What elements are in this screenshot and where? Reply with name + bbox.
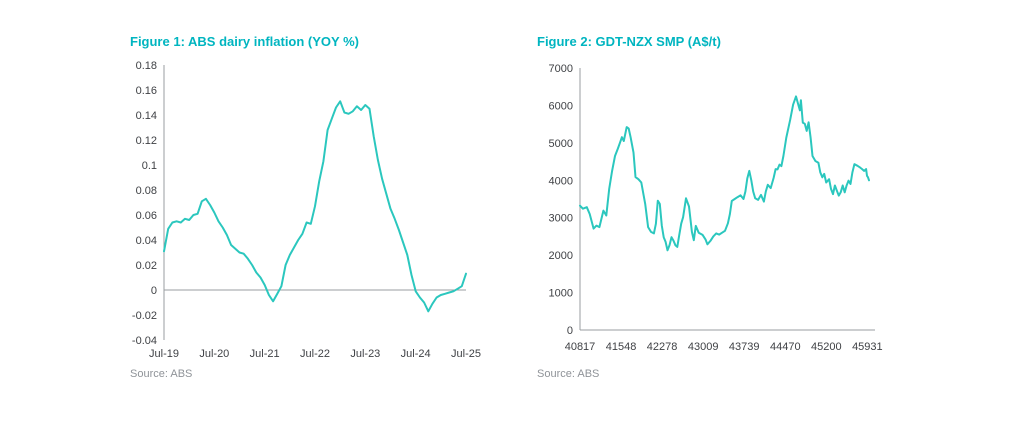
figure1-title: Figure 1: ABS dairy inflation (YOY %) [130, 34, 359, 49]
y-tick-label: 5000 [549, 138, 573, 150]
y-tick-label: 0.14 [136, 110, 157, 122]
y-tick-label: 2000 [549, 250, 573, 262]
y-tick-label: 0.02 [136, 260, 157, 272]
y-tick-label: -0.04 [132, 335, 157, 347]
x-tick-label: Jul-22 [300, 348, 330, 360]
figure2-source: Source: ABS [537, 368, 600, 380]
figure1-source: Source: ABS [130, 368, 193, 380]
y-tick-label: 3000 [549, 213, 573, 225]
y-tick-label: 0.1 [142, 160, 157, 172]
x-tick-label: Jul-25 [451, 348, 481, 360]
x-tick-label: 41548 [606, 341, 637, 353]
x-tick-label: 43009 [688, 341, 719, 353]
y-tick-label: 7000 [549, 63, 573, 75]
figure2-plot: 7000 6000 5000 4000 3000 2000 1000 0 40817 41548 4… [549, 63, 883, 353]
x-tick-label: 44470 [770, 341, 801, 353]
x-tick-label: Jul-24 [401, 348, 431, 360]
figure2-chart: Figure 2: GDT-NZX SMP (A$/t) 7000 6000 500… [537, 34, 939, 380]
x-tick-label: Jul-21 [250, 348, 280, 360]
y-tick-label: 1000 [549, 288, 573, 300]
data-line [579, 95, 870, 252]
y-tick-label: -0.02 [132, 310, 157, 322]
y-tick-label: 0 [151, 285, 157, 297]
figure1-chart: Figure 1: ABS dairy inflation (YOY %) 0.… [130, 34, 522, 380]
x-tick-label: 43739 [729, 341, 760, 353]
y-tick-label: 0.12 [136, 135, 157, 147]
y-tick-label: 0.16 [136, 85, 157, 97]
x-tick-label: 45931 [852, 341, 883, 353]
x-tick-label: Jul-20 [199, 348, 229, 360]
y-tick-label: 0.04 [136, 235, 157, 247]
y-tick-label: 0 [567, 325, 573, 337]
x-tick-label: 40817 [565, 341, 596, 353]
x-tick-label: 45200 [811, 341, 842, 353]
y-tick-label: 0.08 [136, 185, 157, 197]
y-tick-label: 0.06 [136, 210, 157, 222]
x-tick-label: 42278 [647, 341, 678, 353]
figure2-title: Figure 2: GDT-NZX SMP (A$/t) [537, 34, 721, 49]
y-tick-label: 4000 [549, 175, 573, 187]
y-tick-label: 6000 [549, 100, 573, 112]
x-tick-label: Jul-19 [149, 348, 179, 360]
figure1-plot: 0.18 0.16 0.14 0.12 0.1 0.08 0.06 0.04 0.02 0 -0.0… [132, 60, 481, 360]
x-tick-label: Jul-23 [350, 348, 380, 360]
y-tick-label: 0.18 [136, 60, 157, 72]
data-line [163, 100, 467, 313]
